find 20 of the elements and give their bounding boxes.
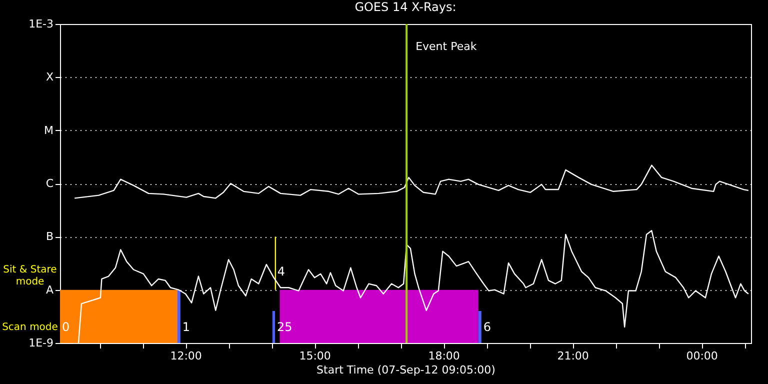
y-tick-label: B [46,230,54,244]
annotation: 1 [182,320,190,334]
y-tick-label: A [46,283,54,296]
x-axis-title: Start Time (07-Sep-12 09:05:00) [316,364,496,376]
x-tick-label: 00:00 [686,350,718,362]
text: Scan mode [2,322,58,334]
x-tick-label: 18:00 [428,350,460,362]
x-tick-label: 12:00 [170,350,202,362]
y-tick-label: X [46,70,54,84]
x-tick-label: 15:00 [299,350,331,362]
annotation: 0 [62,320,70,334]
x-tick-label: 21:00 [557,350,589,362]
chart-title: GOES 14 X-Rays: [354,0,456,14]
ref-line-label: Event Peak [416,40,478,53]
annotation: 6 [483,320,492,334]
y-tick-label: M [44,124,54,137]
y-tick-label: 1E-9 [28,336,54,350]
annotation: 4 [277,264,286,279]
y-tick-label: 1E-3 [28,18,54,30]
y-tick-label: C [46,177,54,190]
